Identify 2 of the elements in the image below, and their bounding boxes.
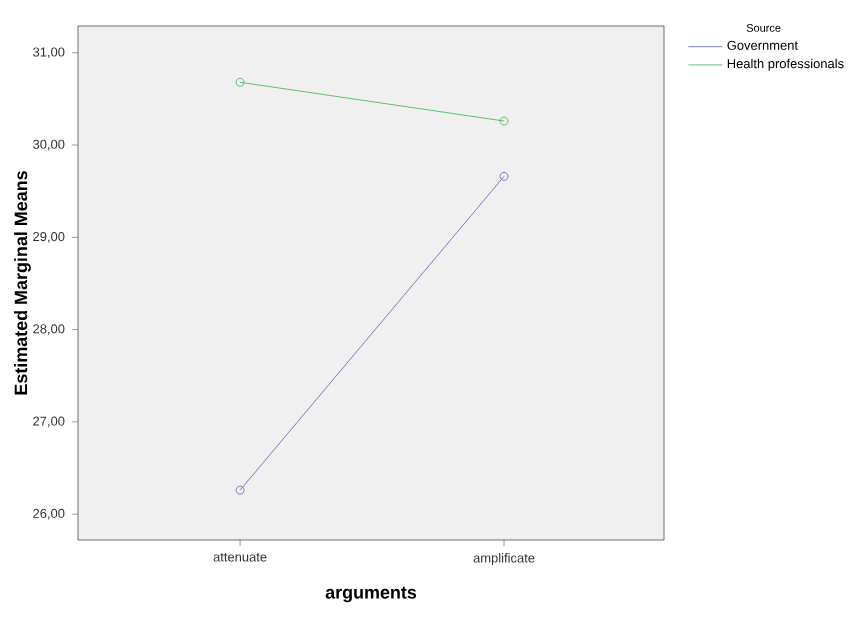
y-axis-title: Estimated Marginal Means [14, 171, 31, 395]
x-axis-title: arguments [325, 586, 417, 603]
